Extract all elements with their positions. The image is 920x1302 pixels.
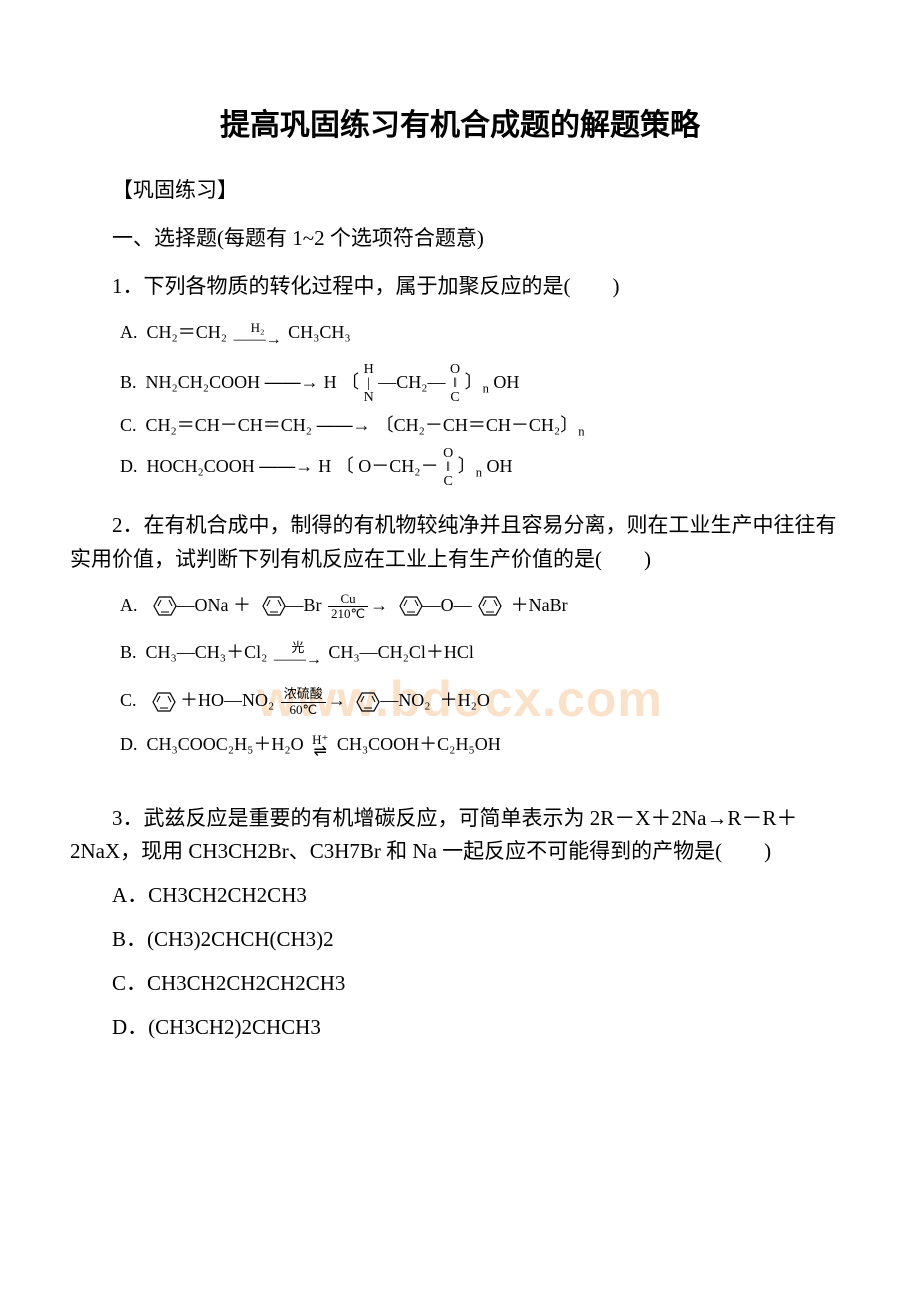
- benzene-icon: [393, 593, 423, 619]
- q2a-cond: Cu 210℃: [328, 592, 368, 622]
- q1-option-b: B. NH₂CH₂COOH ——→ H 〔 H | N —CH₂— O ‖ C …: [120, 363, 850, 405]
- q1a-arrow: H₂ ——→: [234, 321, 282, 347]
- question-2-text: 2．在有机合成中，制得的有机物较纯净并且容易分离，则在工业生产中往往有实用价值，…: [70, 509, 850, 576]
- q1b-suf: OH: [493, 373, 519, 393]
- bracket-icon: 〔: [336, 457, 354, 477]
- q2c-r2: NO₂: [398, 690, 430, 710]
- bracket-icon: 〔: [341, 373, 359, 393]
- q2a-r2: Br: [304, 595, 322, 615]
- q2c-r3: ＋H₂O: [440, 690, 490, 710]
- q2a-r1: ONa: [195, 595, 229, 615]
- q1b-prefix: B.: [120, 373, 137, 393]
- question-3-text: 3．武兹反应是重要的有机增碳反应，可简单表示为 2R－X＋2Na→R－R＋2Na…: [70, 802, 850, 869]
- q1-option-d: D. HOCH₂COOH ——→ H 〔 O－CH₂－ O ‖ C 〕n OH: [120, 447, 850, 489]
- dbond-icon: ‖: [450, 377, 460, 391]
- q2b-left: CH₃—CH₃＋Cl₂: [146, 642, 268, 662]
- q1a-prefix: A.: [120, 322, 138, 342]
- arrow-icon: ——→: [274, 654, 322, 667]
- q1b-s2b: C: [450, 391, 460, 405]
- q1c-left: CH₂＝CH－CH＝CH₂: [146, 415, 313, 435]
- question-1-options: A. CH₂＝CH₂ H₂ ——→ CH₃CH₃ B. NH₂CH₂COOH —…: [120, 314, 850, 490]
- bond-icon: |: [364, 377, 374, 391]
- q1d-left: HOCH₂COOH: [147, 457, 255, 477]
- document-content: 提高巩固练习有机合成题的解题策略 【巩固练习】 一、选择题(每题有 1~2 个选…: [70, 100, 850, 1041]
- q2b-prefix: B.: [120, 642, 137, 662]
- q2d-arrow: H⁺ ⇌: [310, 733, 330, 759]
- q1b-s1b: N: [364, 391, 374, 405]
- bracket-icon: 〕: [560, 415, 578, 435]
- q1c-right: CH₂－CH＝CH－CH₂: [394, 415, 561, 435]
- bracket-icon: 〕: [465, 373, 483, 393]
- q1a-right: CH₃CH₃: [288, 322, 351, 342]
- q1b-stack1: H | N: [364, 363, 374, 405]
- q2-text: 2．在有机合成中，制得的有机物较纯净并且容易分离，则在工业生产中往往有实用价值，…: [70, 513, 837, 571]
- q1d-st: O: [443, 447, 453, 461]
- q2c-cond: 浓硫酸 60℃: [281, 687, 326, 717]
- question-2-options: A. —ONa ＋ —Br Cu 210℃ → —O— ＋NaBr B. CH₃…: [120, 587, 850, 764]
- arrow-icon: ——→: [317, 415, 376, 435]
- bracket-icon: 〔: [376, 415, 394, 435]
- q1d-prefix: D.: [120, 457, 138, 477]
- q2d-left: CH₃COOC₂H₅＋H₂O: [147, 734, 304, 754]
- q1-option-c: C. CH₂＝CH－CH＝CH₂ ——→ 〔CH₂－CH＝CH－CH₂〕n: [120, 407, 850, 445]
- arrow-icon: ——→: [259, 457, 318, 477]
- q2c-cond-top: 浓硫酸: [281, 687, 326, 702]
- q2b-right: CH₃—CH₂Cl＋HCl: [328, 642, 474, 662]
- q2d-prefix: D.: [120, 734, 138, 754]
- arrow-icon: ——→: [265, 373, 324, 393]
- q1d-mid1: O－CH₂－: [358, 457, 438, 477]
- equilibrium-arrow-icon: ⇌: [310, 746, 330, 759]
- page-title: 提高巩固练习有机合成题的解题策略: [70, 100, 850, 144]
- q3-option-c: C．CH3CH2CH2CH2CH3: [70, 967, 850, 997]
- q3-option-b: B．(CH3)2CHCH(CH3)2: [70, 923, 850, 953]
- q1a-left: CH₂＝CH₂: [147, 322, 228, 342]
- q1b-stack2: O ‖ C: [450, 363, 460, 405]
- arrow-icon: →: [328, 690, 346, 710]
- q2d-right: CH₃COOH＋C₂H₅OH: [337, 734, 501, 754]
- q2a-r4: ＋NaBr: [511, 595, 568, 615]
- q1b-s2t: O: [450, 363, 460, 377]
- q1d-sub: n: [476, 466, 482, 480]
- q2a-cond-top: Cu: [328, 592, 368, 607]
- q2-option-a: A. —ONa ＋ —Br Cu 210℃ → —O— ＋NaBr: [120, 587, 850, 625]
- q1d-suf: OH: [487, 457, 513, 477]
- arrow-icon: →: [370, 595, 388, 615]
- q1b-pre: H: [324, 373, 337, 393]
- q1c-prefix: C.: [120, 415, 137, 435]
- benzene-icon: [146, 689, 176, 715]
- q1b-s1t: H: [364, 363, 374, 377]
- benzene-icon: [472, 593, 502, 619]
- question-1-text: 1．下列各物质的转化过程中，属于加聚反应的是( ): [70, 270, 850, 304]
- q1b-mid: —CH₂—: [378, 373, 445, 393]
- q2a-r3: O: [441, 595, 454, 615]
- section-label: 【巩固练习】: [70, 174, 850, 204]
- q2b-arrow: 光 ——→: [274, 641, 322, 667]
- q2a-plus: ＋: [233, 595, 251, 615]
- q3-option-d: D．(CH3CH2)2CHCH3: [70, 1011, 850, 1041]
- q1c-sub: n: [578, 425, 584, 439]
- q1b-sub: n: [483, 382, 489, 396]
- q2c-prefix: C.: [120, 690, 137, 710]
- q2c-cond-bot: 60℃: [281, 703, 326, 717]
- dbond-icon: ‖: [443, 461, 453, 475]
- section-heading: 一、选择题(每题有 1~2 个选项符合题意): [70, 222, 850, 252]
- q1d-pre: H: [318, 457, 331, 477]
- q3-option-a: A．CH3CH2CH2CH3: [70, 879, 850, 909]
- q3-text: 3．武兹反应是重要的有机增碳反应，可简单表示为 2R－X＋2Na→R－R＋2Na…: [70, 806, 797, 864]
- q2a-prefix: A.: [120, 595, 138, 615]
- q2-option-d: D. CH₃COOC₂H₅＋H₂O H⁺ ⇌ CH₃COOH＋C₂H₅OH: [120, 726, 850, 764]
- q2-option-c: C. ＋HO—NO₂ 浓硫酸 60℃ → —NO₂ ＋H₂O: [120, 682, 850, 720]
- arrow-icon: ——→: [234, 334, 282, 347]
- benzene-icon: [350, 689, 380, 715]
- benzene-icon: [147, 593, 177, 619]
- benzene-icon: [256, 593, 286, 619]
- q1b-left: NH₂CH₂COOH: [146, 373, 261, 393]
- bracket-icon: 〕: [458, 457, 476, 477]
- q2-option-b: B. CH₃—CH₃＋Cl₂ 光 ——→ CH₃—CH₂Cl＋HCl: [120, 634, 850, 672]
- q1d-stack: O ‖ C: [443, 447, 453, 489]
- q1-option-a: A. CH₂＝CH₂ H₂ ——→ CH₃CH₃: [120, 314, 850, 352]
- q2c-r1: ＋HO—NO₂: [180, 690, 274, 710]
- q2a-cond-bot: 210℃: [328, 607, 368, 621]
- q1d-sb: C: [443, 475, 453, 489]
